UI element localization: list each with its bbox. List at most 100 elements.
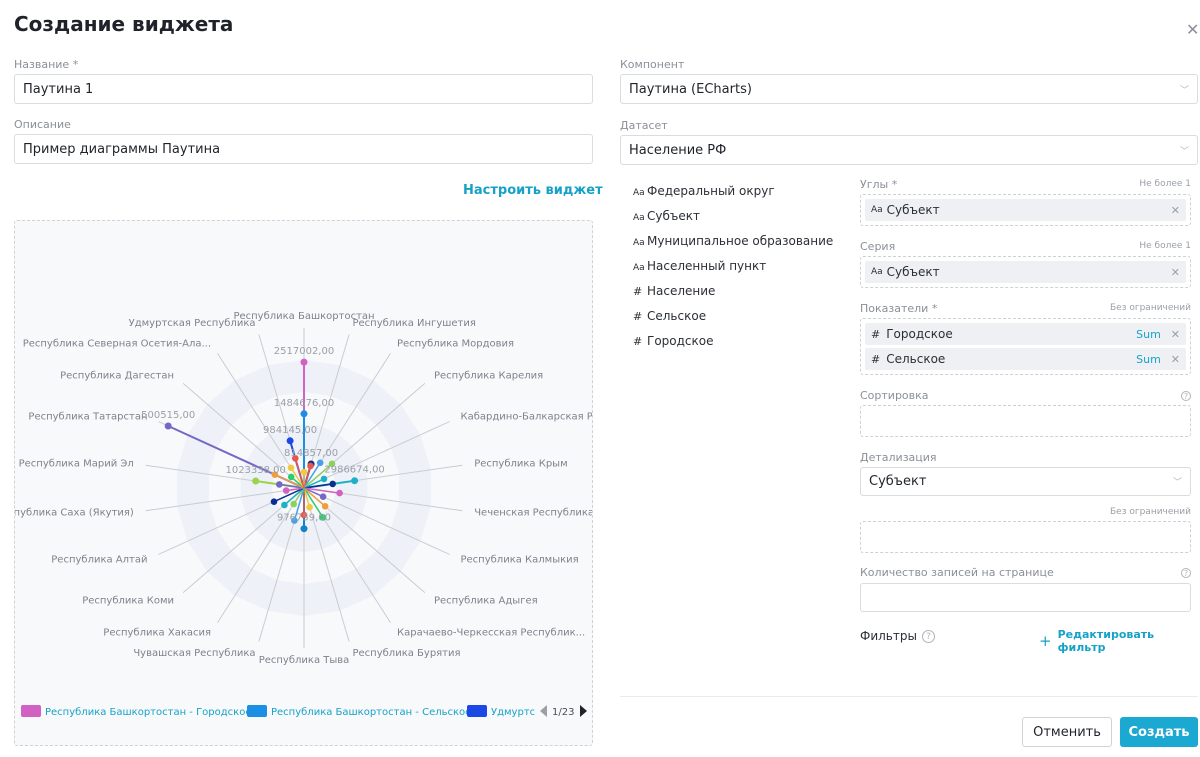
- radar-value-label: 500515,00: [141, 410, 195, 421]
- sorting-dropzone[interactable]: [860, 405, 1191, 437]
- dataset-label: Датасет: [620, 119, 668, 132]
- radar-series-point: [300, 468, 308, 476]
- measure-chip-rural[interactable]: # Сельское Sum ✕: [865, 348, 1186, 370]
- radar-series-line: [303, 487, 311, 508]
- radar-series-line: [303, 487, 324, 498]
- radar-value-label: 2986674,00: [324, 465, 384, 476]
- angles-hint: Не более 1: [1139, 179, 1191, 189]
- help-icon[interactable]: ?: [1181, 568, 1191, 578]
- legend-page-indicator: 1/23: [552, 707, 574, 718]
- radar-axis-line: [303, 421, 450, 489]
- series-chip[interactable]: Aa Субъект ✕: [865, 261, 1186, 283]
- number-type-icon: #: [633, 335, 643, 348]
- radar-series-line: [303, 463, 333, 489]
- chart-preview: Республика Башкортостан Республика Ингуше…: [14, 220, 593, 746]
- radar-series-line: [303, 487, 324, 518]
- series-hint: Не более 1: [1139, 241, 1191, 251]
- radar-series-line: [273, 487, 305, 503]
- legend-item-label: Республика Башкортостан - Сельское: [271, 707, 471, 718]
- radar-series-line: [303, 487, 340, 494]
- measures-dropzone[interactable]: # Городское Sum ✕ # Сельское Sum ✕: [860, 318, 1191, 375]
- remove-icon[interactable]: ✕: [1170, 203, 1180, 217]
- angles-chip[interactable]: Aa Субъект ✕: [865, 199, 1186, 221]
- radar-series-point: [319, 514, 327, 521]
- radar-indicator-label: Республика Крым: [474, 459, 567, 470]
- dataset-select[interactable]: Население РФ ﹀: [620, 135, 1198, 165]
- name-label: Название *: [14, 58, 79, 71]
- field-item-urban[interactable]: # Городское: [633, 329, 848, 354]
- series-label: Серия: [860, 240, 896, 253]
- field-item-subject[interactable]: Aa Субъект: [633, 204, 848, 229]
- radar-indicator-label: Республика Бурятия: [353, 648, 461, 659]
- page-size-input[interactable]: [860, 583, 1191, 612]
- remove-icon[interactable]: ✕: [1170, 327, 1180, 341]
- detail-select[interactable]: Субъект ﹀: [860, 467, 1191, 496]
- text-type-icon: Aa: [633, 188, 645, 198]
- description-label: Описание: [14, 118, 71, 131]
- component-select[interactable]: Паутина (ECharts) ﹀: [620, 74, 1198, 104]
- radar-series-point: [328, 460, 336, 468]
- field-label: Населенный пункт: [647, 259, 767, 273]
- aggregation-sum[interactable]: Sum: [1136, 327, 1161, 341]
- radar-value-label: 1023338,00: [225, 465, 285, 476]
- sorting-label: Сортировка: [860, 389, 929, 402]
- radar-indicator-label: Республика Башкортостан: [233, 311, 374, 322]
- radar-value-label: 984145,00: [263, 425, 317, 436]
- radar-axis-line: [145, 487, 305, 512]
- edit-filter-link[interactable]: + Редактировать фильтр: [1039, 628, 1200, 654]
- detail-dropzone[interactable]: [860, 521, 1191, 553]
- radar-axis-line: [303, 487, 350, 642]
- configure-widget-link[interactable]: Настроить виджет: [463, 183, 603, 198]
- create-button[interactable]: Создать: [1120, 717, 1198, 747]
- radar-series-point: [252, 477, 260, 485]
- radar-series-point: [300, 358, 308, 366]
- text-type-icon: Aa: [633, 263, 645, 273]
- radar-indicator-label: Кабардино-Балкарская Ре: [461, 412, 594, 423]
- measure-chip-urban[interactable]: # Городское Sum ✕: [865, 323, 1186, 345]
- radar-value-label: 1484676,00: [274, 398, 334, 409]
- name-input[interactable]: Паутина 1: [14, 74, 593, 104]
- radar-indicator-label: Республика Тыва: [259, 655, 350, 666]
- field-item-municipality[interactable]: Aa Муниципальное образование: [633, 229, 848, 254]
- radar-series-point: [271, 471, 279, 478]
- radar-value-label: 814857,00: [284, 448, 338, 459]
- radar-series-point: [351, 477, 359, 485]
- radar-series-line: [283, 487, 305, 506]
- angles-label: Углы *: [860, 178, 898, 191]
- radar-series-point: [164, 422, 172, 430]
- radar-series-line: [279, 483, 305, 489]
- field-label: Федеральный округ: [647, 184, 775, 198]
- series-dropzone[interactable]: Aa Субъект ✕: [860, 256, 1191, 288]
- remove-icon[interactable]: ✕: [1170, 352, 1180, 366]
- remove-icon[interactable]: ✕: [1170, 265, 1180, 279]
- radar-series-point: [321, 503, 329, 510]
- angles-dropzone[interactable]: Aa Субъект ✕: [860, 194, 1191, 226]
- radar-series-line: [303, 462, 321, 489]
- radar-indicator-label: Республика Татарстан: [28, 412, 147, 423]
- close-icon[interactable]: ✕: [1186, 20, 1200, 39]
- radar-indicator-label: Чувашская Республика: [133, 648, 255, 659]
- radar-axis-line: [182, 382, 305, 489]
- field-item-federal-district[interactable]: Aa Федеральный округ: [633, 179, 848, 204]
- radar-series-point: [336, 489, 343, 497]
- help-icon[interactable]: ?: [1181, 391, 1191, 401]
- radar-axis-line: [303, 487, 450, 555]
- radar-series-point: [300, 410, 308, 418]
- radar-series-point: [307, 462, 314, 470]
- help-icon[interactable]: ?: [922, 630, 935, 643]
- radar-series-point: [320, 475, 328, 483]
- field-label: Субъект: [647, 209, 700, 223]
- field-item-settlement[interactable]: Aa Населенный пункт: [633, 254, 848, 279]
- chevron-down-icon: ﹀: [1179, 146, 1189, 157]
- plus-icon: +: [1039, 632, 1052, 650]
- field-item-rural[interactable]: # Сельское: [633, 304, 848, 329]
- edit-filter-label: Редактировать фильтр: [1057, 628, 1155, 654]
- cancel-button[interactable]: Отменить: [1022, 717, 1112, 747]
- text-type-icon: Aa: [871, 205, 883, 215]
- measure-chip-label: Сельское: [886, 352, 946, 366]
- aggregation-sum[interactable]: Sum: [1136, 352, 1161, 366]
- description-input[interactable]: Пример диаграммы Паутина: [14, 134, 593, 164]
- dialog-title: Создание виджета: [14, 12, 234, 36]
- radar-series-point: [316, 459, 324, 467]
- field-item-population[interactable]: # Население: [633, 279, 848, 304]
